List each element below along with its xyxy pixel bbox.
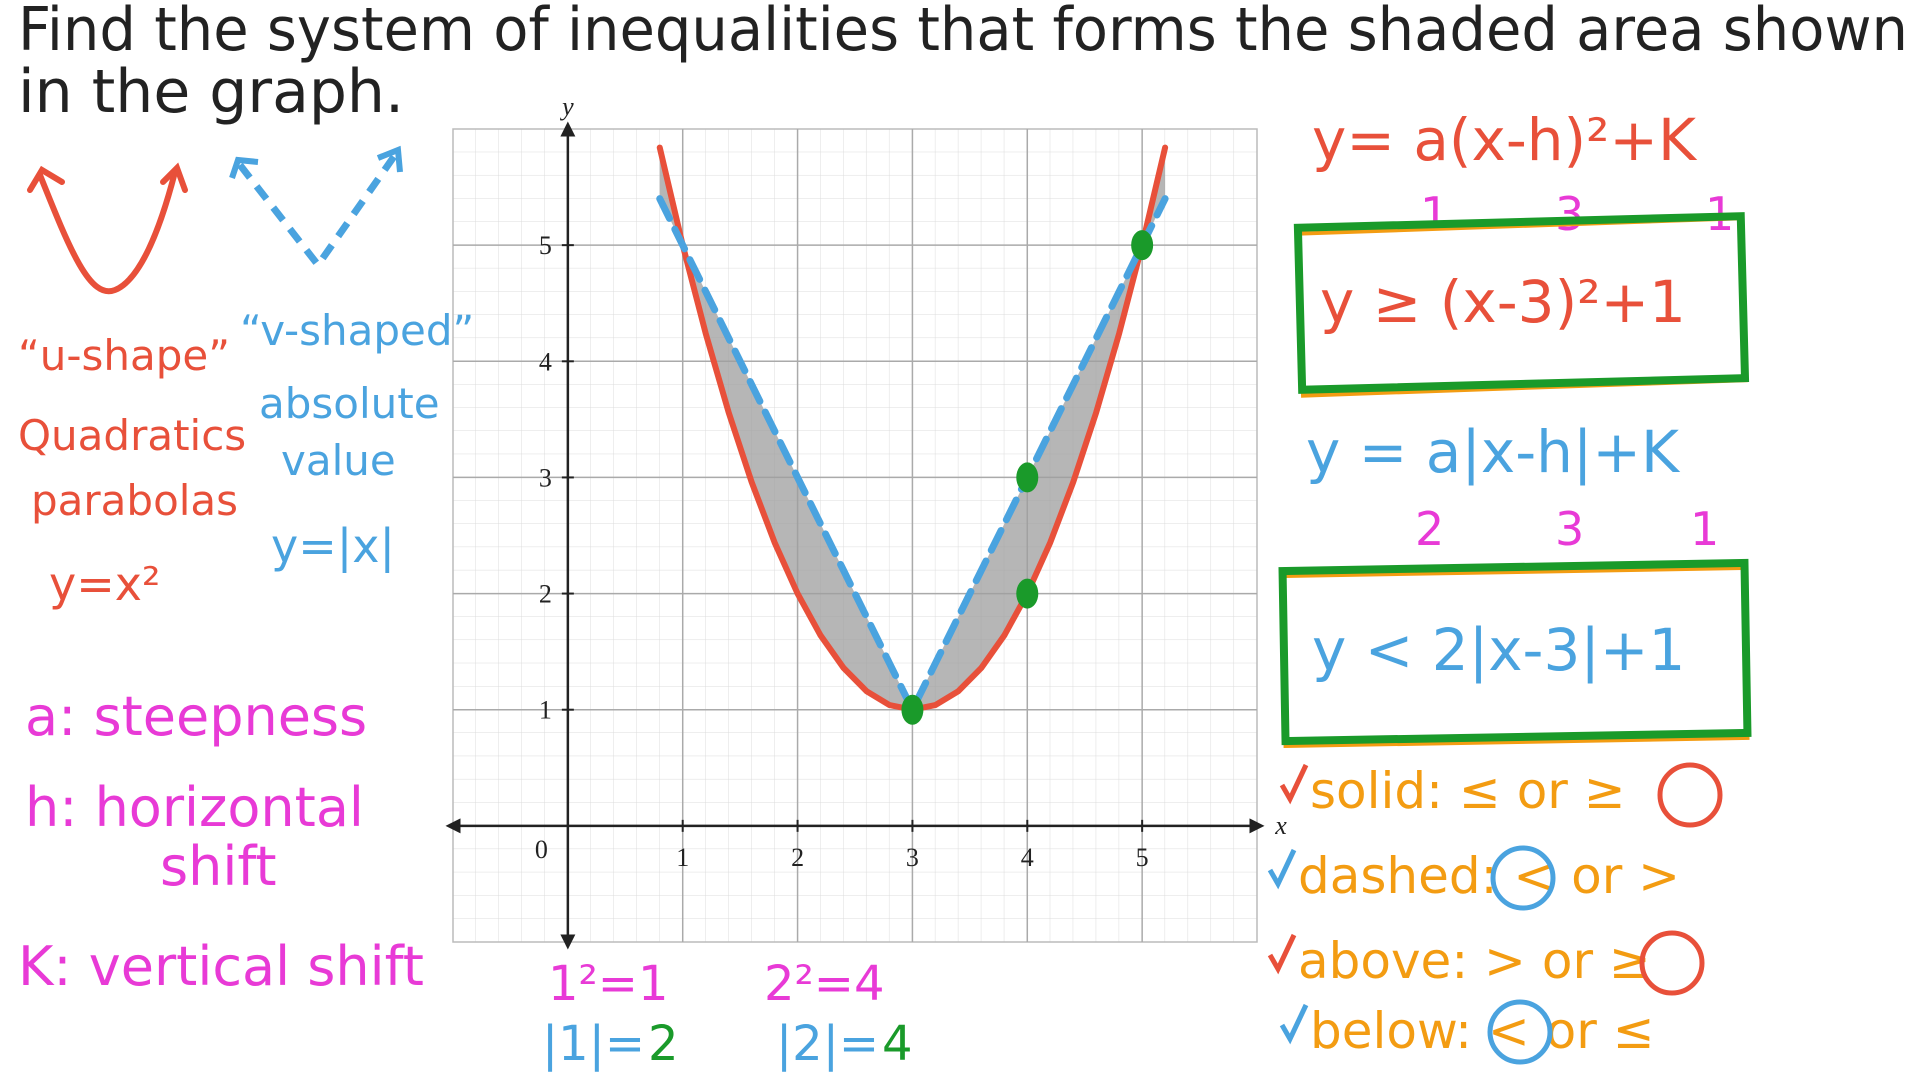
highlight-circle [1639,930,1705,996]
check [1267,933,1297,975]
note: h: horizontal [25,776,364,839]
note: “u-shape” [18,331,230,380]
check [1279,763,1309,805]
x-tick-label: 2 [791,843,804,872]
note: “v-shaped” [240,306,474,355]
x-tick-label: 1 [676,843,689,872]
v-sketch-arrow [229,145,403,179]
param: 3 [1555,502,1584,556]
check [1267,848,1297,890]
answer-box [1293,212,1750,394]
rule: above: > or ≥ [1298,932,1651,990]
highlight-circle [1657,762,1723,828]
note: Quadratics [18,411,246,460]
x-tick-label: 3 [906,843,919,872]
x-tick-label: 4 [1021,843,1034,872]
x-tick-label: 5 [1136,843,1149,872]
v-sketch [237,152,398,271]
note: K: vertical shift [18,935,424,998]
y-tick-label: 5 [539,231,552,260]
formula: y= a(x-h)²+K [1312,106,1698,174]
note: absolute [259,379,440,428]
highlight-point [901,694,924,725]
note: |1|= [542,1016,645,1072]
u-sketch-arrow [27,162,188,193]
y-tick-label: 1 [539,696,552,725]
u-sketch [37,169,178,295]
rule: below: < or ≤ [1310,1002,1655,1060]
answer-box [1278,558,1752,746]
param: 3 [1555,187,1584,241]
y-tick-label: 3 [539,463,552,492]
note: a: steepness [25,685,367,748]
dashed-curve [656,195,1169,714]
y-axis-label: y [559,92,574,121]
title: in the graph. [18,57,404,127]
rule: solid: ≤ or ≥ [1310,762,1626,820]
check [1279,1003,1309,1045]
y-tick-label: 4 [539,347,552,376]
note: |2|= [776,1016,879,1072]
x-axis-label: x [1274,811,1287,840]
rule: dashed: < or > [1298,847,1680,905]
note-correction: 4 [882,1016,913,1072]
plot-area [452,128,1258,943]
title: Find the system of inequalities that for… [18,0,1908,65]
note: y=|x| [271,519,395,574]
origin-label: 0 [535,835,548,864]
shaded-region [659,147,1166,710]
note: 1²=1 [548,956,669,1012]
note: 2²=4 [764,956,885,1012]
highlight-point [1131,230,1154,261]
highlight-circle [1487,999,1553,1065]
param: 1 [1420,187,1449,241]
formula: y = a|x-h|+K [1306,418,1681,486]
note-correction: 2 [648,1016,679,1072]
graph: 1 2 3 4 5 1 2 3 4 5 x y 0 [445,92,1287,950]
highlight-circle [1490,845,1556,911]
note: value [281,436,396,485]
highlight-point [1016,578,1039,609]
y-tick-label: 2 [539,580,552,609]
param: 2 [1415,502,1444,556]
highlight-point [1016,462,1039,493]
note: shift [160,835,277,898]
param: 1 [1690,502,1719,556]
answer: y < 2|x-3|+1 [1312,616,1685,684]
answer: y ≥ (x-3)²+1 [1320,268,1686,336]
note: parabolas [31,476,238,525]
note: y=x² [49,557,160,611]
